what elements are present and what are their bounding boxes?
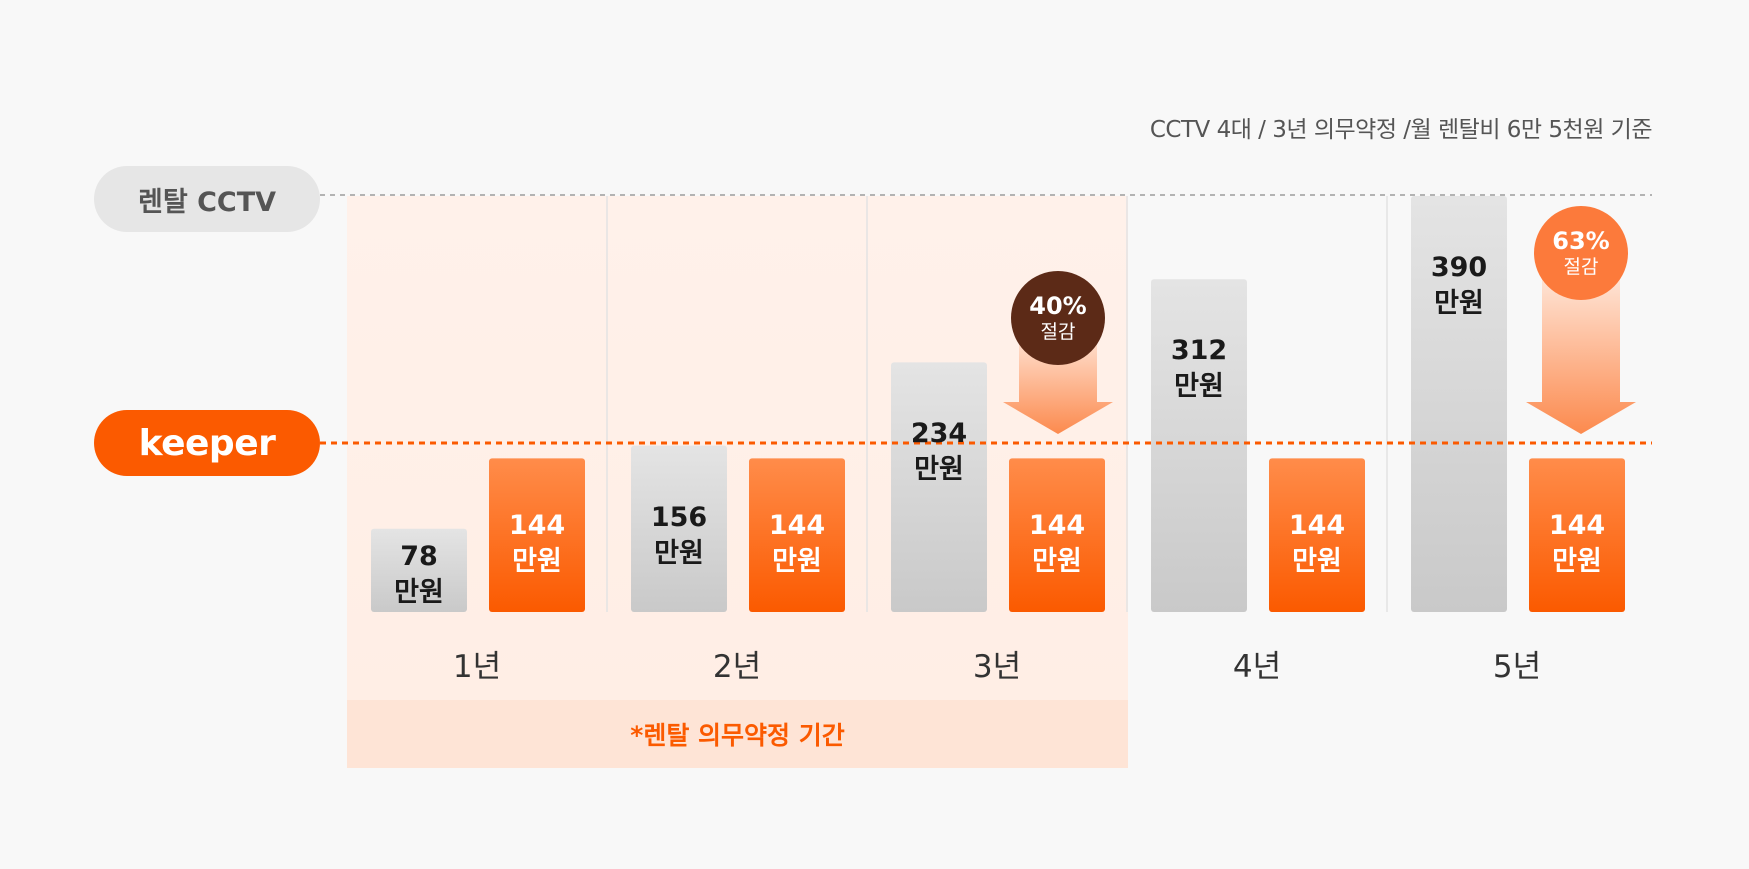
obligation-period-shade [347, 196, 1128, 700]
badge-text: 절감 [1563, 256, 1599, 278]
bar-value-label: 144 만원 [1288, 510, 1346, 578]
bar-rental-3 [891, 362, 987, 612]
legend-keeper-label: keeper [138, 422, 276, 464]
obligation-period-label: *렌탈 의무약정 기간 [347, 700, 1128, 768]
x-tick-label: 5년 [1492, 649, 1542, 685]
bar-value-label: 144 만원 [508, 510, 566, 578]
savings-badge-63: 63% 절감 [1534, 206, 1628, 300]
bar-value-label: 312 만원 [1170, 335, 1228, 403]
x-tick-label: 1년 [452, 649, 502, 685]
bar-keeper-2 [749, 458, 845, 612]
legend-rental-cctv: 렌탈 CCTV [94, 166, 320, 232]
bar-keeper-3 [1009, 458, 1105, 612]
savings-badge-40: 40% 절감 [1011, 271, 1105, 365]
x-tick-label: 4년 [1232, 649, 1282, 685]
bar-value-label: 390 만원 [1430, 252, 1488, 319]
savings-arrow [1526, 252, 1636, 434]
bars-group [371, 196, 1625, 612]
bar-value-label: 144 만원 [768, 510, 826, 578]
legend-keeper: keeper [94, 410, 320, 476]
bar-keeper-1 [489, 458, 585, 612]
badge-text: 절감 [1040, 321, 1076, 343]
bar-rental-1 [371, 528, 467, 612]
bar-value-label: 144 만원 [1548, 510, 1606, 578]
bar-rental-4 [1151, 279, 1247, 612]
bar-rental-5 [1411, 196, 1507, 612]
bar-value-label: 234 만원 [910, 418, 968, 486]
year-dividers [606, 196, 1388, 612]
badge-percent: 40% [1029, 292, 1087, 320]
bar-value-label: 78 만원 [394, 540, 444, 608]
bar-keeper-4 [1269, 458, 1365, 612]
badge-percent: 63% [1552, 227, 1610, 255]
x-tick-label: 3년 [972, 649, 1022, 685]
bar-rental-2 [631, 445, 727, 612]
bar-value-label: 144 만원 [1028, 510, 1086, 578]
chart-footnote: CCTV 4대 / 3년 의무약정 /월 렌탈비 6만 5천원 기준 [1149, 117, 1653, 143]
legend-rental-label: 렌탈 CCTV [137, 186, 277, 218]
bar-value-label: 156 만원 [650, 501, 708, 569]
x-tick-label: 2년 [712, 649, 762, 685]
bar-keeper-5 [1529, 458, 1625, 612]
